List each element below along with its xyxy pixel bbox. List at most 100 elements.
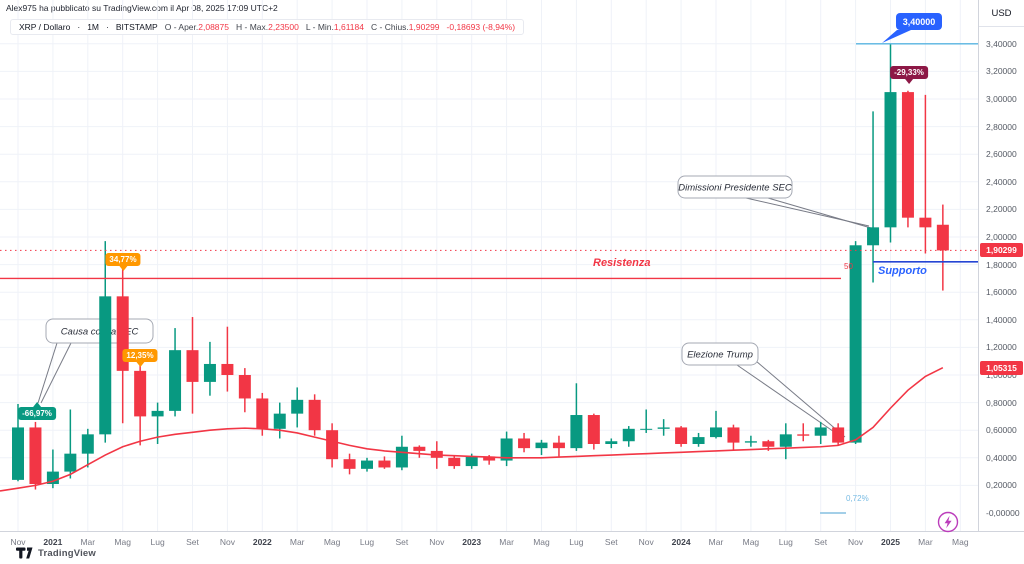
candle-2023-10[interactable] bbox=[622, 426, 635, 447]
legend-separator: · bbox=[106, 22, 109, 32]
ohlc-open: O - Aper.2,08875 bbox=[164, 22, 229, 32]
line-label-supporto: Supporto bbox=[878, 265, 927, 277]
candle-2023-03[interactable] bbox=[500, 431, 513, 467]
candle-2024-11[interactable] bbox=[849, 241, 862, 444]
candle-2023-06[interactable] bbox=[552, 435, 565, 457]
price-tick: 0,40000 bbox=[986, 452, 1017, 463]
chart-legend[interactable]: XRP / Dollaro · 1M · BITSTAMP O - Aper.2… bbox=[10, 19, 525, 35]
price-tick: 0,80000 bbox=[986, 397, 1017, 408]
candle-2022-08[interactable] bbox=[378, 456, 391, 469]
candle-2023-08[interactable] bbox=[587, 413, 600, 450]
candle-2022-03[interactable] bbox=[291, 387, 304, 428]
candle-2020-12[interactable] bbox=[29, 421, 42, 490]
candle-2025-02[interactable] bbox=[901, 90, 914, 228]
percent-badge[interactable]: 12,35% bbox=[122, 349, 158, 367]
price-tick: 3,40000 bbox=[986, 38, 1017, 49]
price-tick: 1,40000 bbox=[986, 314, 1017, 325]
annotation-callouts[interactable]: Causa con la SECDimissioni Presidente SE… bbox=[37, 175, 872, 439]
ohlc-low: L - Min.1,61184 bbox=[305, 22, 364, 32]
percent-badge[interactable]: -66,97% bbox=[18, 402, 56, 420]
callout-elezione-trump[interactable]: Elezione Trump bbox=[681, 342, 846, 439]
candle-2022-12[interactable] bbox=[448, 455, 461, 469]
candle-2022-10[interactable] bbox=[413, 445, 426, 458]
candle-2021-02[interactable] bbox=[64, 409, 77, 479]
candle-2023-05[interactable] bbox=[535, 439, 548, 456]
candle-2023-11[interactable] bbox=[640, 409, 653, 433]
price-axis[interactable]: USD 3,40000 3,20000 3,00000 2,80000 2,60000 2… bbox=[978, 0, 1024, 531]
time-label: Mag bbox=[742, 537, 760, 547]
exchange-label: BITSTAMP bbox=[115, 22, 158, 32]
candle-2023-07[interactable] bbox=[570, 383, 583, 451]
candle-2024-02[interactable] bbox=[692, 432, 705, 447]
candle-2023-04[interactable] bbox=[518, 432, 531, 453]
candle-2024-07[interactable] bbox=[779, 423, 792, 460]
time-label: Lug bbox=[569, 537, 584, 547]
candle-2021-06[interactable] bbox=[134, 361, 147, 446]
time-label: Nov bbox=[219, 537, 235, 547]
candle-2021-08[interactable] bbox=[169, 328, 182, 417]
moving-average-line[interactable] bbox=[0, 366, 944, 492]
price-flag: 1,05315 bbox=[980, 360, 1023, 375]
line-label-resistenza: Resistenza bbox=[593, 257, 651, 269]
candle-2024-03[interactable] bbox=[710, 410, 722, 439]
symbol-title[interactable]: XRP / Dollaro bbox=[19, 22, 71, 32]
candle-2024-08[interactable] bbox=[797, 423, 810, 442]
price-chart-canvas[interactable]: Causa con la SECDimissioni Presidente SE… bbox=[0, 0, 978, 531]
badge-pointer bbox=[32, 402, 41, 407]
candle-2021-12[interactable] bbox=[238, 368, 251, 413]
candle-2022-07[interactable] bbox=[361, 457, 373, 472]
time-axis[interactable]: Nov 2021 Mar Mag Lug Set Nov 2022 Mar Mag Lug Set No… bbox=[0, 531, 1024, 564]
candle-2021-05[interactable] bbox=[116, 267, 129, 424]
time-label: Lug bbox=[150, 537, 165, 547]
time-label: Lug bbox=[359, 537, 375, 547]
candle-2021-03[interactable] bbox=[81, 428, 94, 468]
candle-2022-06[interactable] bbox=[343, 453, 356, 475]
time-label: Nov bbox=[429, 537, 445, 547]
candle-2021-09[interactable] bbox=[186, 317, 199, 414]
time-label: Nov bbox=[10, 537, 26, 547]
candle-2025-04[interactable] bbox=[936, 204, 949, 291]
target-price-flag[interactable]: 3,40000 bbox=[896, 13, 942, 30]
time-label: Mag bbox=[533, 537, 550, 547]
candle-2024-04[interactable] bbox=[727, 424, 740, 450]
callout-text: Dimissioni Presidente SEC bbox=[678, 183, 792, 194]
interval-label[interactable]: 1M bbox=[87, 22, 99, 32]
price-tick: 3,00000 bbox=[986, 94, 1017, 104]
candle-2020-11[interactable] bbox=[12, 403, 24, 482]
price-tick: 1,60000 bbox=[986, 287, 1017, 298]
boost-button[interactable] bbox=[937, 511, 959, 533]
candle-2022-04[interactable] bbox=[308, 394, 321, 436]
time-label-year: 2023 bbox=[462, 537, 482, 547]
candle-2022-05[interactable] bbox=[326, 423, 339, 468]
candle-2025-03[interactable] bbox=[919, 94, 932, 254]
time-label: Mag bbox=[114, 537, 131, 547]
time-label-year: 2022 bbox=[252, 537, 272, 547]
tradingview-logo-icon bbox=[16, 547, 33, 559]
price-tick: 0,60000 bbox=[986, 425, 1017, 436]
ohlc-high: H - Max.2,23500 bbox=[236, 22, 299, 32]
candle-2023-09[interactable] bbox=[605, 438, 618, 449]
percent-badge[interactable]: 34,77% bbox=[105, 253, 141, 271]
line-label-50: 50 bbox=[844, 262, 853, 271]
candle-2022-02[interactable] bbox=[273, 402, 286, 439]
callout-text: Elezione Trump bbox=[687, 350, 753, 361]
candle-2023-12[interactable] bbox=[657, 419, 670, 436]
time-label: Mar bbox=[289, 537, 305, 547]
candle-2021-11[interactable] bbox=[221, 326, 234, 392]
price-tick: 2,80000 bbox=[986, 121, 1017, 132]
candle-2021-10[interactable] bbox=[203, 341, 216, 396]
tradingview-logo[interactable]: TradingView bbox=[16, 547, 96, 559]
callout-dimissioni-sec[interactable]: Dimissioni Presidente SEC bbox=[677, 175, 872, 229]
percent-badge[interactable]: -29,33% bbox=[890, 66, 928, 84]
candle-2024-12[interactable] bbox=[867, 111, 880, 283]
candle-2024-05[interactable] bbox=[744, 435, 757, 447]
candle-2024-10[interactable] bbox=[832, 423, 845, 446]
time-label: Mar bbox=[80, 537, 96, 547]
candle-2024-09[interactable] bbox=[814, 421, 827, 444]
price-tick: -0,00000 bbox=[986, 508, 1020, 518]
badge-pointer bbox=[135, 362, 144, 367]
time-label: Mag bbox=[952, 537, 969, 547]
candle-2021-04[interactable] bbox=[99, 241, 112, 443]
candles[interactable] bbox=[12, 43, 949, 490]
candle-2024-01[interactable] bbox=[675, 426, 688, 447]
